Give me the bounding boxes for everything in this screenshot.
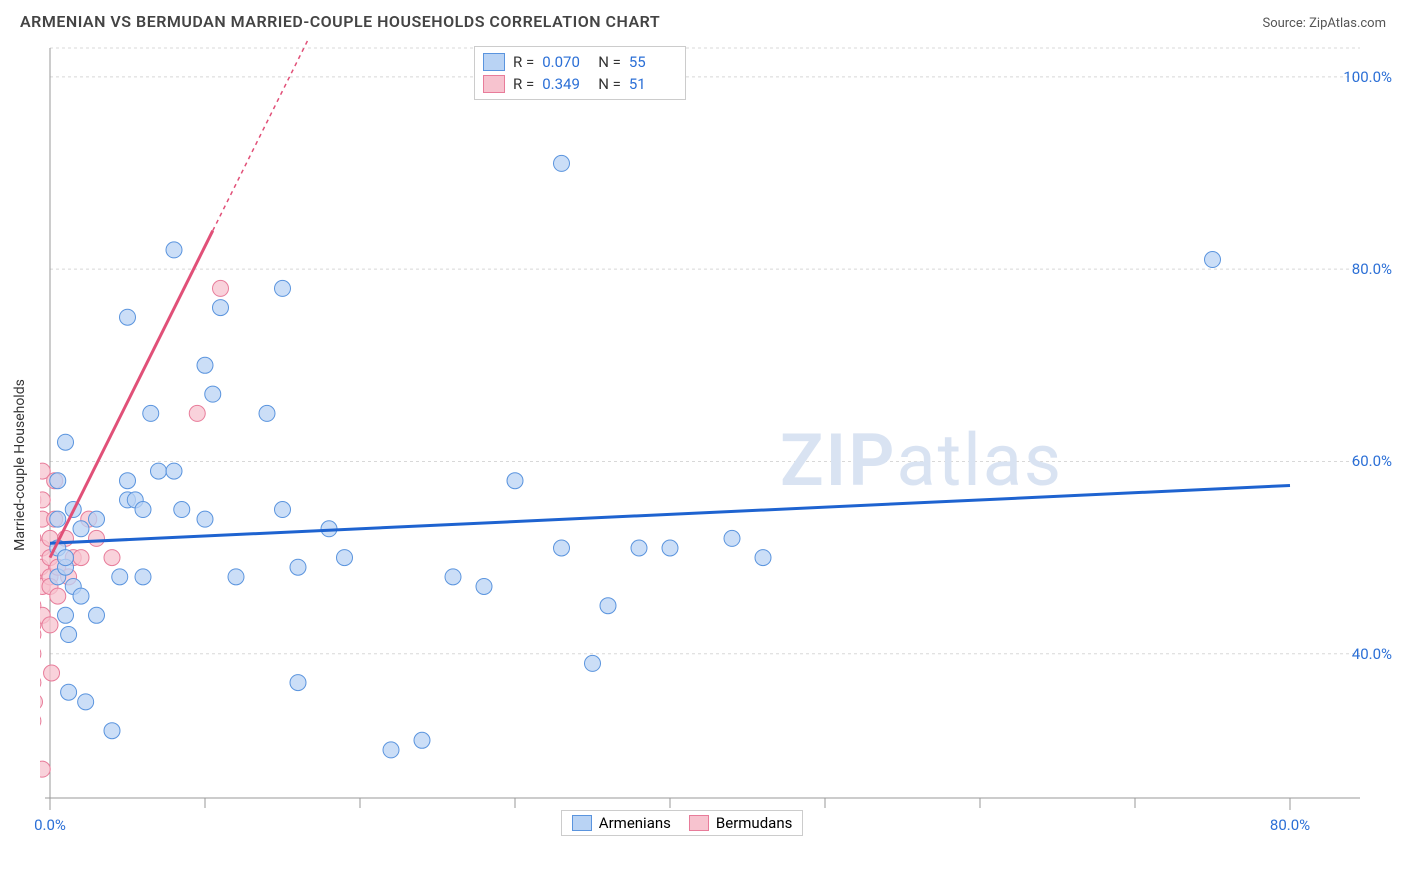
r-value-bermudans: 0.349	[542, 75, 590, 93]
plot-area: Married-couple Households 40.0% 60.0% 80.0…	[0, 38, 1406, 892]
series-label-armenians: Armenians	[599, 814, 671, 832]
source-attribution: Source: ZipAtlas.com	[1262, 16, 1386, 31]
y-tick-label: 40.0%	[1352, 645, 1392, 663]
swatch-armenians	[483, 53, 505, 71]
n-value-bermudans: 51	[629, 75, 677, 93]
legend-item-armenians: Armenians	[572, 814, 671, 832]
n-label: N =	[598, 75, 621, 93]
correlation-legend: R = 0.070 N = 55 R = 0.349 N = 51	[474, 46, 686, 100]
n-value-armenians: 55	[629, 53, 677, 71]
swatch-armenians	[572, 815, 592, 831]
scatter-plot-svg	[40, 38, 1380, 838]
legend-row-armenians: R = 0.070 N = 55	[483, 51, 677, 73]
r-value-armenians: 0.070	[542, 53, 590, 71]
r-label: R =	[513, 75, 534, 93]
n-label: N =	[598, 53, 621, 71]
y-tick-label: 60.0%	[1352, 452, 1392, 470]
chart-title: ARMENIAN VS BERMUDAN MARRIED-COUPLE HOUS…	[20, 12, 660, 31]
r-label: R =	[513, 53, 534, 71]
source-name: ZipAtlas.com	[1309, 16, 1386, 31]
y-axis-label: Married-couple Households	[12, 379, 28, 551]
swatch-bermudans	[483, 75, 505, 93]
series-legend: Armenians Bermudans	[561, 810, 804, 836]
legend-item-bermudans: Bermudans	[689, 814, 792, 832]
swatch-bermudans	[689, 815, 709, 831]
series-label-bermudans: Bermudans	[716, 814, 792, 832]
x-tick-label: 0.0%	[34, 816, 66, 834]
y-tick-label: 100.0%	[1343, 68, 1392, 86]
y-tick-label: 80.0%	[1352, 260, 1392, 278]
x-tick-label: 80.0%	[1270, 816, 1310, 834]
source-prefix: Source:	[1262, 16, 1309, 31]
chart-header: ARMENIAN VS BERMUDAN MARRIED-COUPLE HOUS…	[0, 0, 1406, 35]
legend-row-bermudans: R = 0.349 N = 51	[483, 73, 677, 95]
